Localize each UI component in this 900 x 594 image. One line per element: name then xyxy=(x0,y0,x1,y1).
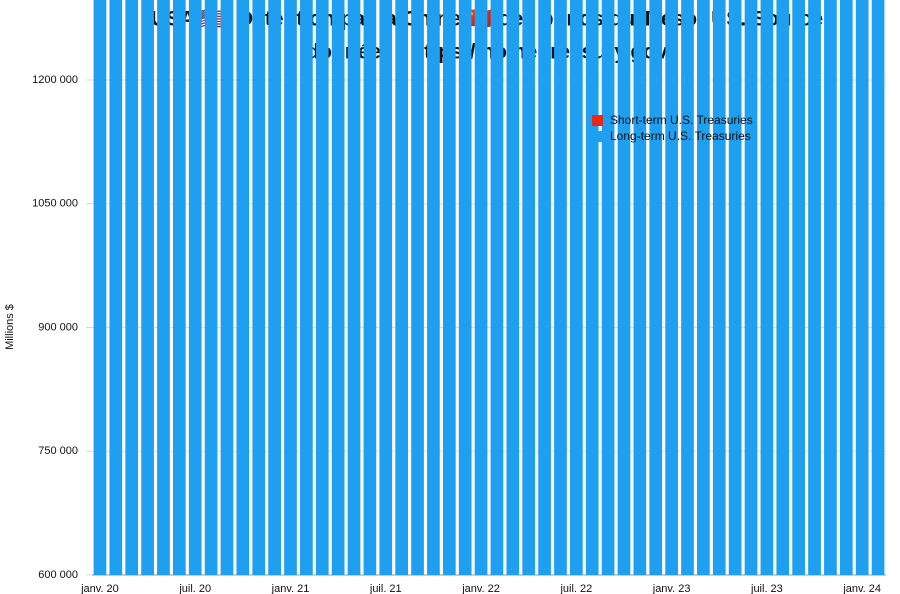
bar-segment xyxy=(220,0,234,576)
bar-segment xyxy=(268,0,281,575)
x-tick-label: janv. 22 xyxy=(461,583,500,594)
x-tick-label: juil. 22 xyxy=(559,583,592,594)
y-tick-label: 750 000 xyxy=(38,445,78,457)
bar-segment xyxy=(633,0,647,576)
bar-segment xyxy=(712,0,726,576)
bar-segment xyxy=(188,0,202,576)
legend-label: Short-term U.S. Treasuries xyxy=(610,113,753,127)
bar-segment xyxy=(347,0,361,575)
bar-segment xyxy=(315,0,329,575)
bar-segment xyxy=(252,0,266,575)
bar-segment xyxy=(792,0,806,575)
bar-segment xyxy=(363,0,377,575)
bar-segment xyxy=(458,0,472,575)
bar-segment xyxy=(204,0,218,575)
bar-segment xyxy=(490,0,504,576)
bar-segment xyxy=(569,0,583,576)
bar-segment xyxy=(617,0,631,575)
bar-segment xyxy=(157,0,170,575)
bar-segment xyxy=(331,0,345,575)
bar-segment xyxy=(411,0,424,575)
bar-segment xyxy=(744,0,758,576)
bar-segment xyxy=(442,0,456,575)
bar-segment xyxy=(522,0,536,576)
legend-swatch xyxy=(592,131,603,142)
bar-segment xyxy=(824,0,837,576)
bar-segment xyxy=(172,0,186,576)
bar-segment xyxy=(871,0,885,575)
bar-segment xyxy=(379,0,393,575)
bar-segment xyxy=(649,0,663,575)
y-axis-label: Millions $ xyxy=(4,304,16,350)
bar-segment xyxy=(728,0,742,576)
bar-segment xyxy=(681,0,694,575)
x-tick-label: janv. 23 xyxy=(652,583,691,594)
x-tick-label: juil. 21 xyxy=(369,583,402,594)
y-tick-label: 1050 000 xyxy=(32,198,78,210)
x-tick-label: janv. 21 xyxy=(271,583,310,594)
bar-segment xyxy=(554,0,567,575)
bar-segment xyxy=(506,0,520,576)
bar-segment xyxy=(427,0,440,576)
bar-segment xyxy=(585,0,599,576)
x-tick-label: janv. 20 xyxy=(80,583,119,594)
bar-segment xyxy=(93,0,107,575)
bar-segment xyxy=(855,0,869,575)
legend-swatch xyxy=(592,115,603,126)
bar-segment xyxy=(697,0,710,575)
bar-segment xyxy=(284,0,297,575)
bar-segment xyxy=(474,0,488,576)
x-tick-label: janv. 24 xyxy=(842,583,881,594)
bar-segment xyxy=(236,0,250,575)
bar-segment xyxy=(300,0,313,575)
bar-segment xyxy=(538,0,551,575)
bar-segment xyxy=(395,0,409,575)
y-tick-label: 900 000 xyxy=(38,321,78,333)
x-tick-label: juil. 23 xyxy=(750,583,783,594)
bar-segment xyxy=(109,0,123,575)
bar-segment xyxy=(776,0,790,575)
y-tick-label: 1200 000 xyxy=(32,74,78,86)
x-tick-label: juil. 20 xyxy=(178,583,211,594)
legend-label: Long-term U.S. Treasuries xyxy=(610,129,751,143)
bar-segment xyxy=(760,0,774,575)
y-tick-label: 600 000 xyxy=(38,569,78,581)
bar-segment xyxy=(601,0,615,576)
bar-segment xyxy=(665,0,678,576)
bar-segment xyxy=(839,0,853,576)
bar-segment xyxy=(808,0,821,576)
bar-segment xyxy=(125,0,139,575)
bar-segment xyxy=(141,0,154,575)
